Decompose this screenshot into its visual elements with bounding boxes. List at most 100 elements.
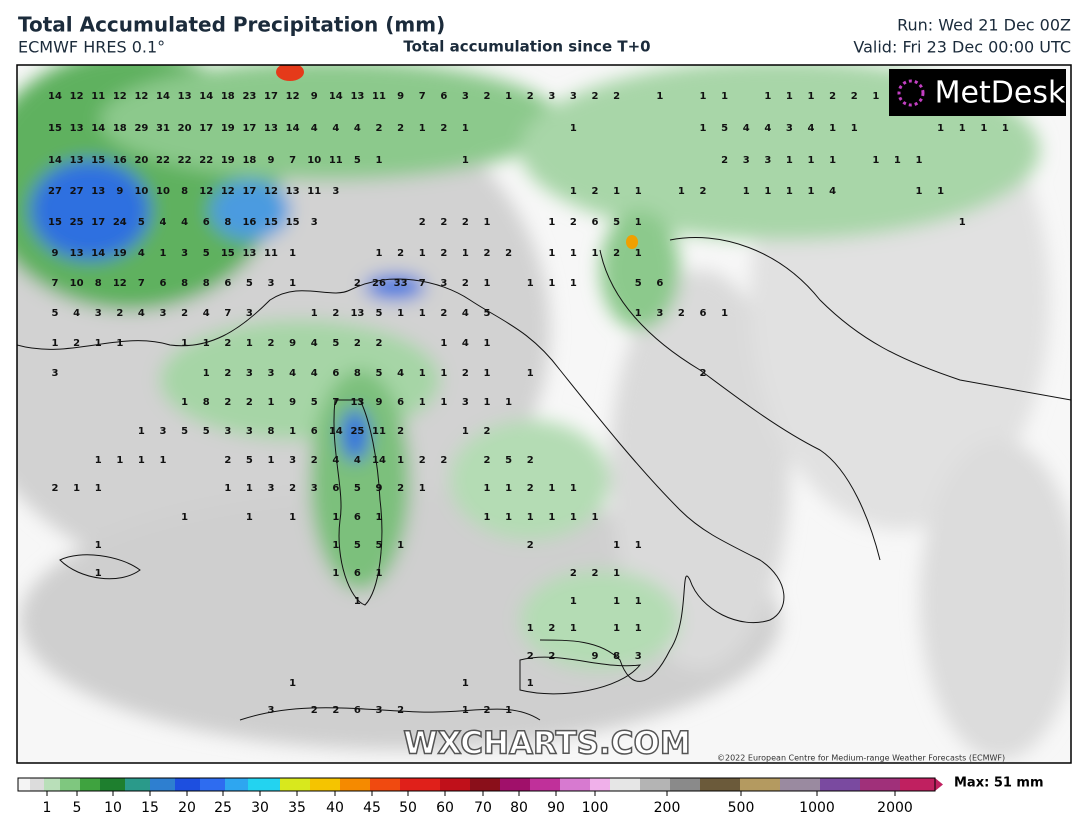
grid-value: 7: [224, 308, 231, 319]
grid-value: 1: [872, 155, 879, 166]
grid-value: 2: [484, 91, 491, 102]
grid-value: 9: [268, 155, 275, 166]
grid-value: 1: [440, 368, 447, 379]
grid-value: 3: [160, 426, 167, 437]
grid-value: 1: [700, 123, 707, 134]
grid-value: 5: [203, 426, 210, 437]
grid-value: 3: [311, 217, 318, 228]
grid-value: 5: [613, 217, 620, 228]
grid-value: 2: [354, 338, 361, 349]
grid-value: 2: [376, 123, 383, 134]
grid-value: 1: [484, 217, 491, 228]
grid-value: 3: [52, 368, 59, 379]
colorbar-segment: [440, 778, 471, 791]
grid-value: 1: [376, 248, 383, 259]
grid-value: 13: [286, 186, 300, 197]
grid-value: 1: [613, 596, 620, 607]
grid-value: 5: [354, 483, 361, 494]
grid-value: 2: [419, 455, 426, 466]
grid-value: 15: [48, 123, 62, 134]
grid-value: 5: [246, 278, 253, 289]
grid-value: 3: [224, 426, 231, 437]
grid-value: 1: [268, 397, 275, 408]
grid-value: 1: [548, 248, 555, 259]
grid-value: 5: [376, 368, 383, 379]
grid-value: 6: [160, 278, 167, 289]
colorbar-segment: [310, 778, 341, 791]
grid-value: 1: [592, 248, 599, 259]
grid-value: 1: [592, 512, 599, 523]
grid-value: 1: [527, 512, 534, 523]
grid-value: 1: [570, 596, 577, 607]
grid-value: 2: [440, 455, 447, 466]
grid-value: 2: [440, 217, 447, 228]
colorbar-tick-label: 25: [214, 800, 232, 816]
grid-value: 1: [570, 123, 577, 134]
grid-value: 1: [505, 705, 512, 716]
grid-value: 2: [397, 705, 404, 716]
grid-value: 16: [242, 217, 256, 228]
grid-value: 1: [484, 397, 491, 408]
grid-value: 2: [311, 455, 318, 466]
grid-value: 2: [851, 91, 858, 102]
max-label: Max: 51 mm: [954, 776, 1044, 791]
valid-label: Valid: Fri 23 Dec 00:00 UTC: [853, 38, 1071, 57]
grid-value: 1: [808, 155, 815, 166]
grid-value: 4: [808, 123, 815, 134]
grid-value: 5: [376, 308, 383, 319]
grid-value: 2: [527, 483, 534, 494]
grid-value: 17: [199, 123, 213, 134]
grid-value: 2: [721, 155, 728, 166]
grid-value: 1: [678, 186, 685, 197]
grid-value: 1: [397, 540, 404, 551]
colorbar-segment: [30, 778, 45, 791]
grid-value: 2: [829, 91, 836, 102]
grid-value: 1: [181, 338, 188, 349]
grid-value: 1: [289, 426, 296, 437]
grid-value: 2: [592, 91, 599, 102]
grid-value: 1: [289, 678, 296, 689]
grid-value: 4: [138, 248, 145, 259]
colorbar-segment: [610, 778, 641, 791]
grid-value: 4: [311, 123, 318, 134]
grid-value: 3: [246, 368, 253, 379]
title: Total Accumulated Precipitation (mm): [18, 13, 445, 37]
grid-value: 2: [505, 248, 512, 259]
colorbar-segment: [150, 778, 176, 791]
grid-value: 1: [894, 155, 901, 166]
grid-value: 11: [329, 155, 343, 166]
grid-value: 1: [635, 186, 642, 197]
grid-value: 1: [419, 397, 426, 408]
grid-value: 3: [764, 155, 771, 166]
grid-value: 3: [246, 308, 253, 319]
grid-value: 7: [419, 278, 426, 289]
grid-value: 10: [307, 155, 321, 166]
grid-value: 3: [311, 483, 318, 494]
grid-value: 1: [332, 540, 339, 551]
colorbar-tick-label: 70: [474, 800, 492, 816]
grid-value: 4: [829, 186, 836, 197]
grid-value: 14: [329, 426, 343, 437]
grid-value: 1: [721, 308, 728, 319]
grid-value: 1: [462, 155, 469, 166]
grid-value: 1: [700, 91, 707, 102]
grid-value: 2: [224, 338, 231, 349]
colorbar-tick-label: 35: [288, 800, 306, 816]
grid-value: 2: [484, 455, 491, 466]
grid-value: 1: [916, 155, 923, 166]
grid-value: 3: [268, 278, 275, 289]
grid-value: 24: [113, 217, 127, 228]
grid-value: 8: [181, 278, 188, 289]
grid-value: 1: [440, 338, 447, 349]
grid-value: 2: [116, 308, 123, 319]
grid-value: 17: [264, 91, 278, 102]
grid-value: 7: [138, 278, 145, 289]
grid-value: 9: [592, 651, 599, 662]
grid-value: 3: [635, 651, 642, 662]
grid-value: 1: [570, 483, 577, 494]
grid-value: 1: [527, 678, 534, 689]
map-frame: [16, 64, 1072, 764]
grid-value: 2: [548, 651, 555, 662]
grid-value: 2: [224, 368, 231, 379]
grid-value: 1: [959, 217, 966, 228]
